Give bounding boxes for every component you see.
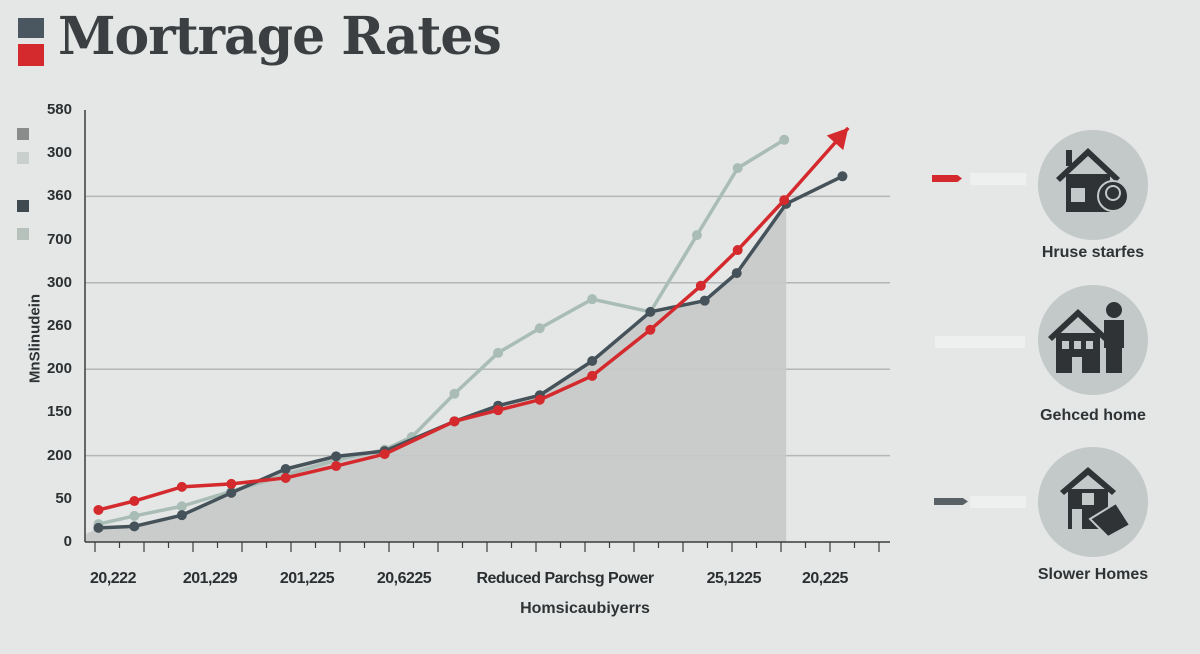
y-tick-label: 300 [46,144,72,162]
y-tick-label: 150 [46,403,72,421]
data-point [534,394,545,405]
data-point [129,510,140,521]
data-point [695,280,706,291]
connector-bar [970,496,1026,508]
data-point [331,461,342,472]
connector-bar [970,173,1026,185]
data-point [280,472,291,483]
side-item-label: Gehced home [1040,407,1146,424]
x-tick-label: 201,225 [279,570,335,587]
x-axis-label: Homsicaubiyerrs [520,600,650,617]
x-tick-label: Reduced Parchsg Power [476,570,654,587]
house-with-hand-icon [1038,447,1148,557]
data-point [449,416,460,427]
shaded-area [85,203,787,543]
x-tick-label: 20,6225 [376,570,432,587]
x-tick-label: 20,225 [802,570,848,587]
data-point [732,163,743,174]
house-with-badge-icon [1038,130,1148,240]
gray-arrow-icon [934,498,968,505]
series-line-2 [98,174,844,530]
y-tick-label: 260 [46,317,72,334]
connector-bar [935,336,1025,348]
y-tick-label: 700 [46,230,72,248]
data-point [493,405,504,416]
legend-swatch-4 [17,228,29,240]
side-item-label: Slower Homes [1037,566,1149,583]
series-line-3 [98,126,850,512]
x-tick-label: 201,229 [182,570,238,587]
data-point [732,245,743,256]
data-point [779,195,790,206]
side-item-label: Hruse starfes [1041,244,1145,261]
data-point [280,464,291,475]
house-with-person-icon [1038,285,1148,395]
data-point [331,451,342,462]
data-point [226,478,237,489]
data-point [691,230,702,241]
logo-dark-square [18,18,44,38]
data-point [176,510,187,521]
data-point [176,501,187,512]
data-point [645,306,656,317]
data-point [587,370,598,381]
y-tick-label: 50 [55,489,72,507]
legend-swatch-2 [17,152,29,164]
y-tick-label: 0 [63,533,72,550]
data-point [731,268,742,279]
legend-swatch-1 [17,128,29,140]
y-tick-label: 200 [46,446,72,464]
data-point [129,496,140,507]
y-tick-label: 580 [46,101,72,118]
data-point [176,481,187,492]
data-point [534,323,545,334]
data-point [645,324,656,335]
data-point [93,504,104,515]
series-line-1 [98,138,786,526]
y-tick-label: 300 [46,273,72,291]
data-point [587,294,598,305]
legend-swatch-3 [17,200,29,212]
data-point [129,521,140,532]
y-tick-label: 360 [46,187,72,205]
data-point [449,388,460,399]
data-point [837,171,848,182]
data-point [587,356,598,367]
data-point [379,449,390,460]
logo-red-square [18,44,44,66]
page-title: Mortrage Rates [58,6,502,67]
data-point [699,295,710,306]
data-point [779,134,790,145]
arrow-head-icon [826,127,849,151]
x-tick-label: 25,1225 [706,570,762,587]
y-tick-label: 200 [46,360,72,378]
red-arrow-icon [932,175,962,182]
data-point [93,522,104,533]
data-point [226,487,237,498]
data-point [493,347,504,358]
x-tick-label: 20,222 [90,570,136,587]
